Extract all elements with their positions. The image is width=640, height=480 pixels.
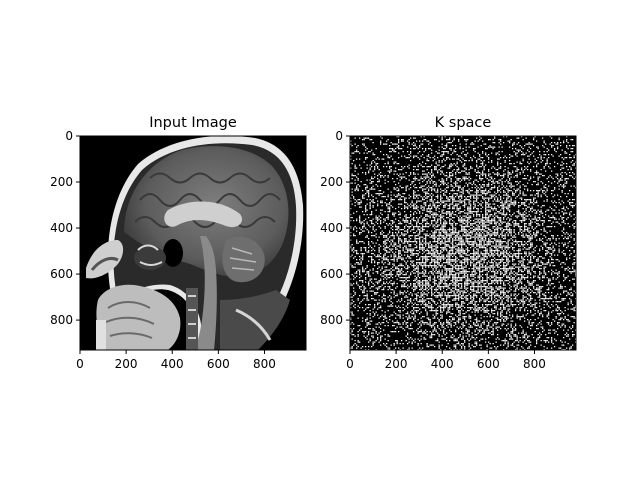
- k-space-title: K space: [435, 115, 492, 131]
- k-space-x-tick-label: 600: [477, 357, 500, 371]
- k-space-image: [350, 136, 576, 350]
- input-image-ticks: 0 200 400 600 800 0 200 400 600 800: [50, 129, 276, 371]
- input-image-x-tick-label: 800: [253, 357, 276, 371]
- input-image-y-tick-label: 200: [50, 175, 73, 189]
- input-image-y-tick-label: 0: [65, 129, 73, 143]
- input-image-panel: Input Image: [50, 115, 307, 371]
- input-image-title: Input Image: [149, 115, 237, 131]
- k-space-x-tick-label: 0: [346, 357, 354, 371]
- k-space-ticks: 0 200 400 600 800 0 200 400 600 800: [320, 129, 546, 371]
- k-space-axes-frame: [349, 135, 577, 351]
- input-image-x-tick-label: 400: [161, 357, 184, 371]
- k-space-x-tick-label: 400: [431, 357, 454, 371]
- k-space-y-tick-label: 0: [335, 129, 343, 143]
- mri-image: [80, 136, 306, 350]
- input-image-axes-frame: [79, 135, 307, 351]
- k-space-y-tick-label: 800: [320, 313, 343, 327]
- k-space-y-tick-label: 400: [320, 221, 343, 235]
- k-space-x-tick-label: 800: [523, 357, 546, 371]
- input-image-x-tick-label: 600: [207, 357, 230, 371]
- input-image-y-tick-label: 800: [50, 313, 73, 327]
- k-space-y-tick-label: 200: [320, 175, 343, 189]
- k-space-y-tick-label: 600: [320, 267, 343, 281]
- input-image-x-tick-label: 200: [115, 357, 138, 371]
- input-image-y-tick-label: 400: [50, 221, 73, 235]
- k-space-panel: K space 0 200 400 600 800 0 200 400 600 800: [320, 115, 577, 371]
- k-space-x-tick-label: 200: [385, 357, 408, 371]
- k-space-samples: [350, 136, 576, 350]
- input-image-x-tick-label: 0: [76, 357, 84, 371]
- input-image-y-tick-label: 600: [50, 267, 73, 281]
